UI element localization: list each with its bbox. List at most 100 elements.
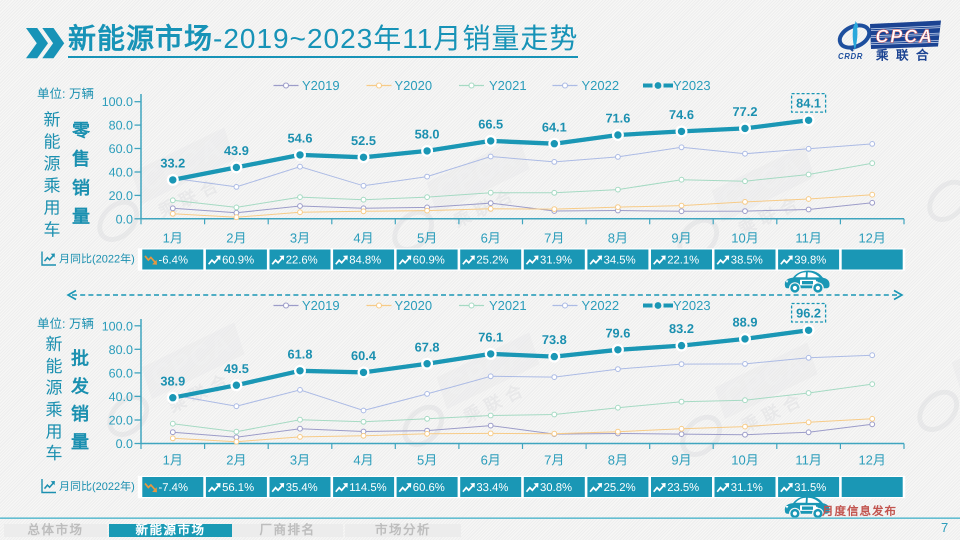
svg-text:7月: 7月: [544, 453, 564, 468]
svg-text:60.6%: 60.6%: [413, 482, 445, 494]
svg-text:月同比(2022年): 月同比(2022年): [59, 480, 135, 493]
svg-text:销: 销: [71, 404, 89, 424]
svg-text:31.5%: 31.5%: [794, 482, 826, 494]
svg-text:76.1: 76.1: [478, 330, 503, 345]
svg-text:月同比(2022年): 月同比(2022年): [59, 253, 135, 266]
svg-text:单位: 万辆: 单位: 万辆: [37, 317, 94, 331]
svg-text:67.8: 67.8: [415, 339, 440, 354]
svg-text:96.2: 96.2: [796, 305, 821, 320]
svg-text:7月: 7月: [544, 231, 564, 246]
svg-text:6月: 6月: [481, 231, 501, 246]
svg-text:乘: 乘: [44, 177, 61, 196]
svg-text:73.8: 73.8: [542, 332, 567, 347]
svg-text:52.5: 52.5: [351, 133, 376, 148]
svg-text:1月: 1月: [163, 231, 183, 246]
svg-text:22.6%: 22.6%: [286, 255, 318, 267]
svg-text:CRDR: CRDR: [838, 52, 863, 61]
svg-text:114.5%: 114.5%: [349, 482, 386, 494]
svg-text:11月: 11月: [795, 231, 822, 246]
svg-text:0.0: 0.0: [116, 437, 133, 451]
svg-text:乘: 乘: [46, 401, 63, 420]
svg-text:Y2020: Y2020: [395, 78, 433, 93]
svg-text:用: 用: [46, 422, 63, 441]
svg-text:38.9: 38.9: [160, 373, 185, 388]
svg-text:43.9: 43.9: [224, 143, 249, 158]
svg-text:64.1: 64.1: [542, 119, 567, 134]
svg-text:Y2022: Y2022: [582, 298, 620, 313]
svg-text:40.0: 40.0: [109, 166, 133, 180]
svg-text:79.6: 79.6: [605, 325, 630, 340]
svg-text:31.1%: 31.1%: [731, 482, 763, 494]
svg-text:Y2021: Y2021: [489, 298, 527, 313]
svg-text:12月: 12月: [858, 453, 885, 468]
svg-text:8月: 8月: [608, 231, 628, 246]
svg-text:38.5%: 38.5%: [731, 255, 763, 267]
svg-text:0.0: 0.0: [116, 212, 133, 226]
svg-text:60.0: 60.0: [109, 366, 133, 380]
svg-text:Y2019: Y2019: [302, 298, 340, 313]
svg-text:71.6: 71.6: [605, 111, 630, 126]
svg-text:-7.4%: -7.4%: [159, 482, 189, 494]
svg-text:量: 量: [71, 432, 89, 452]
svg-text:25.2%: 25.2%: [476, 255, 508, 267]
svg-text:10月: 10月: [731, 453, 758, 468]
svg-text:Y2023: Y2023: [673, 298, 711, 313]
svg-text:12月: 12月: [858, 231, 885, 246]
svg-text:25.2%: 25.2%: [604, 482, 636, 494]
svg-text:88.9: 88.9: [733, 315, 758, 330]
svg-text:31.9%: 31.9%: [540, 255, 572, 267]
svg-text:39.8%: 39.8%: [794, 255, 826, 267]
svg-text:20.0: 20.0: [109, 189, 133, 203]
svg-text:40.0: 40.0: [109, 390, 133, 404]
svg-text:单位: 万辆: 单位: 万辆: [37, 87, 94, 101]
svg-text:CPCA: CPCA: [876, 27, 934, 47]
svg-text:33.4%: 33.4%: [476, 482, 508, 494]
svg-text:23.5%: 23.5%: [667, 482, 699, 494]
svg-text:56.1%: 56.1%: [222, 482, 254, 494]
svg-text:22.1%: 22.1%: [667, 255, 699, 267]
svg-text:用: 用: [44, 199, 61, 218]
svg-text:6月: 6月: [481, 453, 501, 468]
svg-text:Y2020: Y2020: [395, 298, 433, 313]
svg-text:7: 7: [941, 520, 948, 535]
svg-text:量: 量: [72, 207, 90, 227]
svg-text:Y2019: Y2019: [302, 78, 340, 93]
svg-text:77.2: 77.2: [733, 104, 758, 119]
svg-text:Y2022: Y2022: [582, 78, 620, 93]
svg-text:4月: 4月: [353, 453, 373, 468]
svg-text:-6.4%: -6.4%: [159, 255, 189, 267]
svg-text:车: 车: [46, 444, 63, 463]
svg-text:11月: 11月: [795, 453, 822, 468]
svg-text:5月: 5月: [417, 231, 437, 246]
svg-text:车: 车: [44, 221, 61, 240]
svg-text:60.4: 60.4: [351, 348, 377, 363]
svg-text:新: 新: [46, 335, 63, 354]
svg-text:80.0: 80.0: [109, 119, 133, 133]
svg-text:源: 源: [44, 155, 61, 174]
svg-text:33.2: 33.2: [160, 156, 185, 171]
svg-text:60.0: 60.0: [109, 142, 133, 156]
svg-text:2月: 2月: [226, 231, 246, 246]
svg-text:35.4%: 35.4%: [286, 482, 318, 494]
svg-text:月度信息发布: 月度信息发布: [821, 504, 897, 518]
svg-text:售: 售: [72, 149, 90, 169]
svg-text:83.2: 83.2: [669, 321, 694, 336]
svg-text:发: 发: [70, 376, 90, 396]
svg-text:8月: 8月: [608, 453, 628, 468]
svg-text:84.8%: 84.8%: [349, 255, 381, 267]
svg-text:能: 能: [44, 133, 61, 152]
svg-text:34.5%: 34.5%: [604, 255, 636, 267]
svg-text:100.0: 100.0: [102, 95, 133, 109]
svg-text:新: 新: [44, 111, 61, 130]
svg-text:1月: 1月: [163, 453, 183, 468]
svg-text:Y2021: Y2021: [489, 78, 527, 93]
svg-text:零: 零: [71, 121, 91, 141]
svg-text:10月: 10月: [731, 231, 758, 246]
svg-text:61.8: 61.8: [288, 346, 313, 361]
svg-text:3月: 3月: [290, 231, 310, 246]
svg-text:54.6: 54.6: [288, 131, 313, 146]
svg-text:60.9%: 60.9%: [413, 255, 445, 267]
svg-text:源: 源: [46, 379, 63, 398]
svg-text:9月: 9月: [671, 231, 691, 246]
svg-text:4月: 4月: [353, 231, 373, 246]
